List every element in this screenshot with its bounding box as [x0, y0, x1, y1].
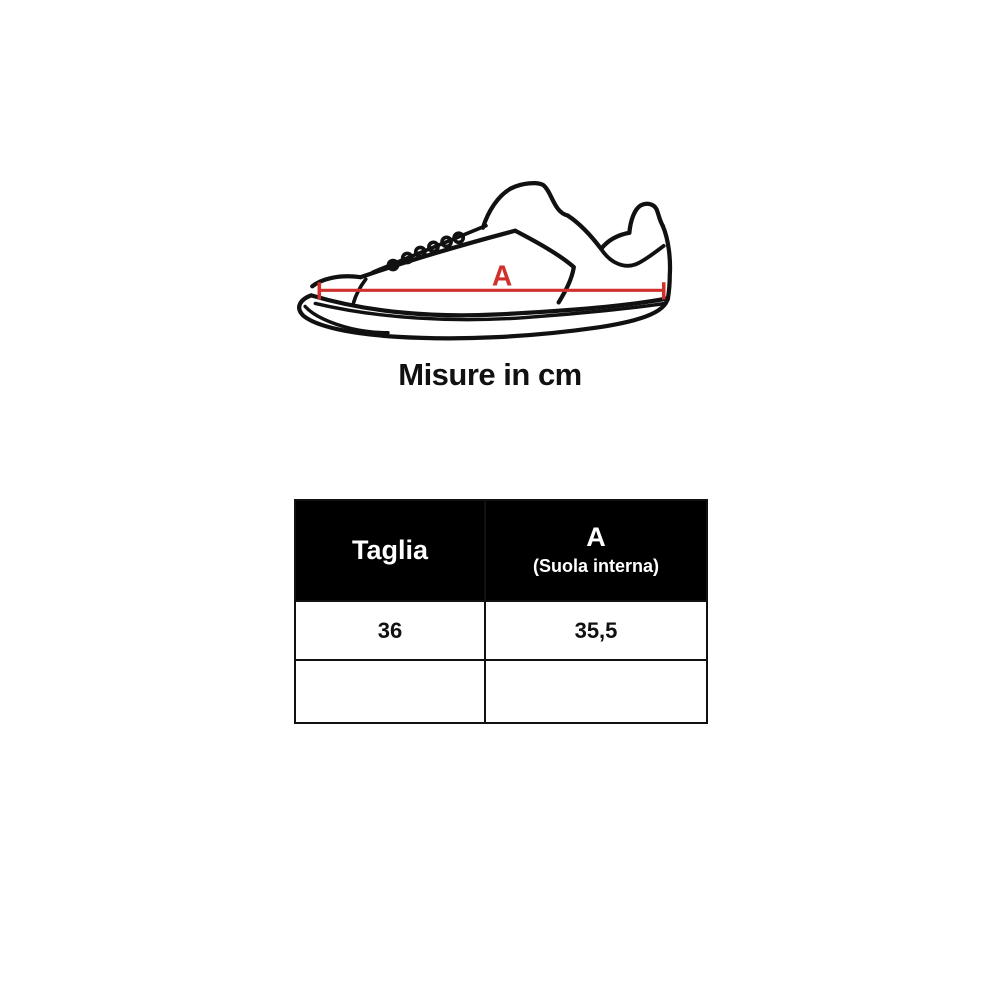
sole-top-path — [309, 293, 670, 318]
toe-top-path — [310, 274, 363, 289]
caption-misure-in-cm: Misure in cm — [398, 357, 582, 392]
sole-stitch-path — [313, 301, 667, 322]
sneaker-outline — [297, 181, 673, 341]
heel-back-path — [660, 223, 673, 302]
size-table: Taglia A (Suola interna) 36 35,5 — [294, 499, 708, 724]
size-table-header-row: Taglia A (Suola interna) — [294, 499, 708, 602]
lace-loop-icon — [452, 231, 466, 245]
header-a-label: A — [586, 522, 606, 553]
size-table-header-a: A (Suola interna) — [484, 499, 708, 602]
lace-loop-icon — [440, 235, 453, 249]
header-a-sublabel: (Suola interna) — [532, 556, 659, 577]
header-taglia-label: Taglia — [351, 534, 429, 565]
cell-measure-value — [484, 659, 708, 724]
cell-size-value — [294, 659, 486, 724]
tongue-path — [480, 181, 570, 230]
cell-size-value: 36 — [294, 600, 486, 661]
quarter-panel-path — [513, 228, 576, 305]
table-row: 36 35,5 — [294, 600, 708, 661]
cell-measure-value: 35,5 — [484, 600, 708, 661]
measure-label: A — [492, 259, 512, 291]
size-table-header-taglia: Taglia — [294, 499, 486, 602]
laces — [386, 231, 466, 272]
heel-counter-path — [599, 243, 666, 268]
measure-line — [317, 282, 666, 300]
sole-bottom-path — [297, 293, 670, 341]
sneaker-measurement-diagram: A — [297, 181, 673, 341]
heel-tab-path — [627, 201, 665, 235]
collar-path — [565, 213, 632, 252]
lace-loop-icon — [400, 251, 414, 265]
table-row — [294, 659, 708, 724]
lace-loop-icon — [386, 258, 400, 272]
sole-stitch-toe-path — [303, 304, 390, 335]
lace-loop-icon — [413, 245, 427, 259]
lace-loop-icon — [427, 240, 440, 254]
